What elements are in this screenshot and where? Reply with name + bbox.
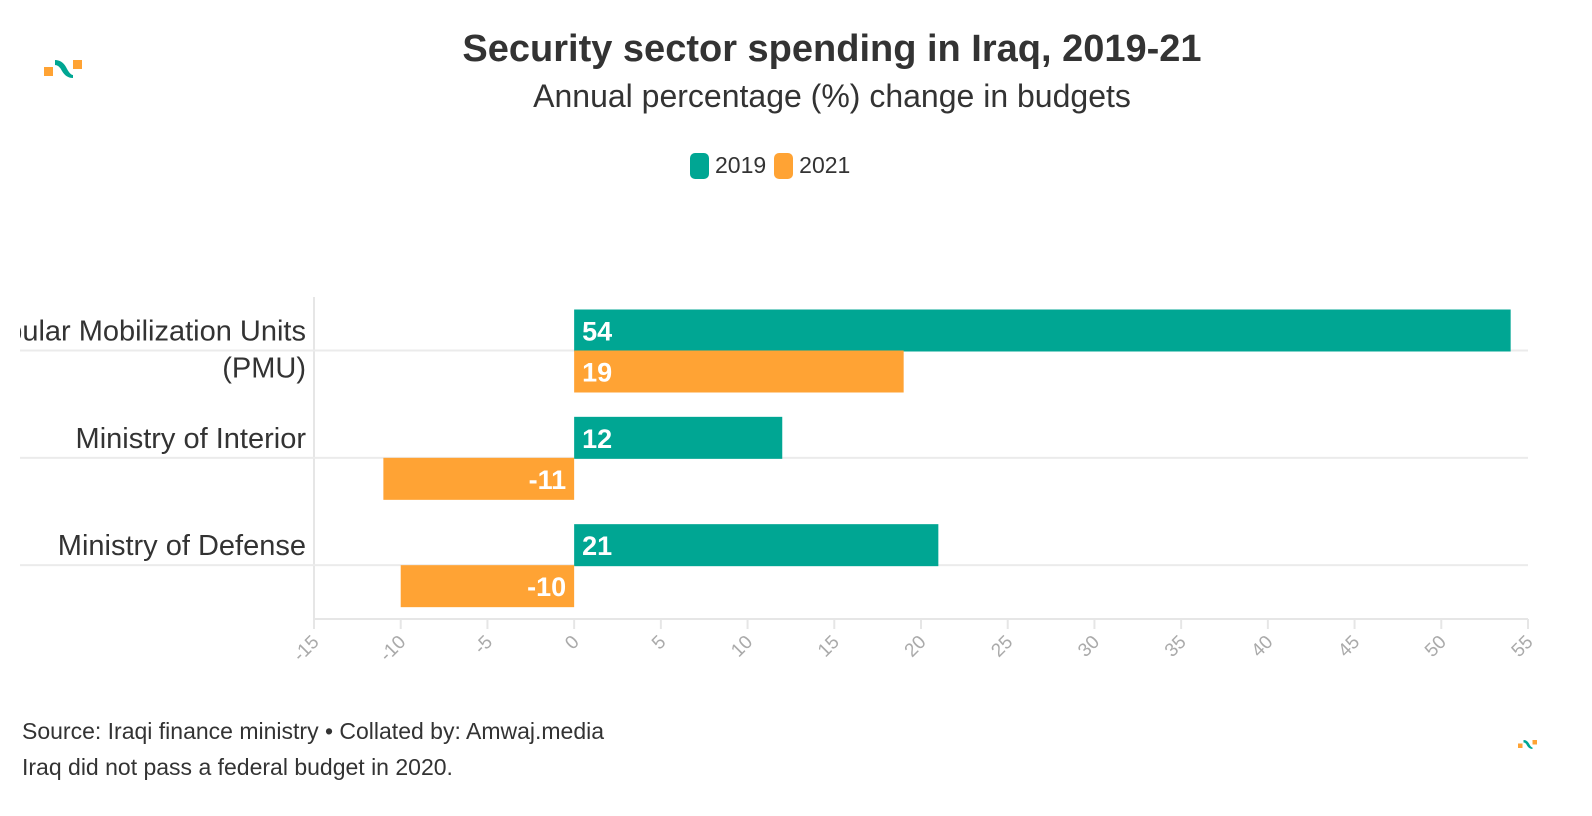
amwaj-logo xyxy=(44,58,84,85)
legend-label: 2019 xyxy=(715,152,767,178)
category-label: Ministry of Interior xyxy=(76,423,307,455)
x-tick-label: 40 xyxy=(1248,632,1278,662)
x-tick-label: -10 xyxy=(376,632,410,666)
x-tick-label: 10 xyxy=(727,632,757,662)
legend-swatch-2021 xyxy=(774,152,794,179)
source-note: Source: Iraqi finance ministry • Collate… xyxy=(22,718,605,744)
data-label: 54 xyxy=(582,317,612,347)
legend-label: 2021 xyxy=(799,152,851,178)
legend: 2019 2021 xyxy=(690,152,858,179)
bar-2019 xyxy=(574,309,1511,352)
legend-swatch-2019 xyxy=(690,152,709,179)
bar-2019 xyxy=(574,524,939,567)
data-label: 12 xyxy=(582,424,612,454)
amwaj-logo-small xyxy=(1518,737,1538,755)
x-tick-label: -15 xyxy=(289,632,323,666)
bar-chart: Popular Mobilization Units (PMU) Ministry … xyxy=(0,297,1538,666)
data-label: 21 xyxy=(582,531,612,561)
data-label: 19 xyxy=(582,358,612,388)
legend-item-2019[interactable]: 2019 xyxy=(690,152,766,179)
x-tick-label: 35 xyxy=(1161,632,1191,662)
bar-2021 xyxy=(574,350,904,393)
x-tick-label: 5 xyxy=(648,632,670,654)
bar-2019 xyxy=(574,416,783,459)
category-labels: Popular Mobilization Units (PMU) Ministry … xyxy=(0,316,307,563)
data-label: -10 xyxy=(527,572,566,602)
bar-2021 xyxy=(400,565,575,608)
chart-title: Security sector spending in Iraq, 2019-2… xyxy=(462,28,1202,70)
data-label: -11 xyxy=(529,465,567,495)
x-tick-label: 50 xyxy=(1421,632,1451,662)
category-label: Ministry of Defense xyxy=(58,530,306,562)
bar-2021 xyxy=(383,457,575,500)
chart-subtitle: Annual percentage (%) change in budgets xyxy=(533,78,1131,114)
x-tick-label: 15 xyxy=(814,632,844,662)
x-tick-label: -5 xyxy=(470,632,497,659)
x-tick-label: 20 xyxy=(901,632,931,662)
x-tick-label: 55 xyxy=(1508,632,1538,662)
category-label: Popular Mobilization Units (PMU) xyxy=(0,316,306,385)
x-tick-label: 45 xyxy=(1334,632,1364,662)
legend-item-2021[interactable]: 2021 xyxy=(774,152,850,179)
footnote: Iraq did not pass a federal budget in 20… xyxy=(22,754,453,780)
x-tick-label: 30 xyxy=(1074,632,1104,662)
x-tick-label: 25 xyxy=(987,632,1017,662)
x-tick-label: 0 xyxy=(561,632,583,654)
